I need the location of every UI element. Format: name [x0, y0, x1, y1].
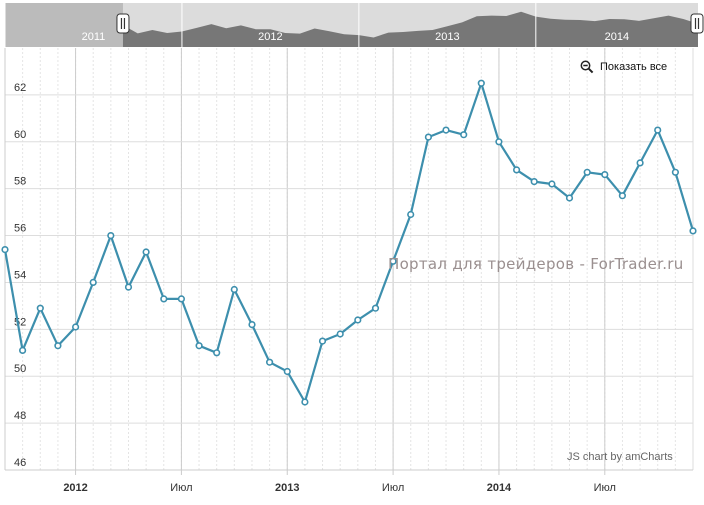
data-point — [496, 139, 502, 145]
scrollbar-year-label: 2011 — [82, 31, 106, 43]
data-point — [214, 350, 220, 356]
data-point — [179, 296, 185, 302]
data-point — [55, 343, 61, 349]
data-point — [20, 348, 26, 354]
x-tick-label: 2014 — [487, 482, 512, 494]
y-tick-label: 62 — [14, 82, 26, 94]
data-point — [673, 170, 679, 176]
data-point — [426, 134, 432, 140]
scrollbar-year-label: 2012 — [258, 31, 282, 43]
data-point — [637, 160, 643, 166]
zoom-out-icon — [580, 60, 594, 74]
data-point — [355, 317, 361, 323]
data-point — [285, 369, 291, 375]
y-tick-label: 54 — [14, 269, 26, 281]
data-point — [620, 193, 626, 199]
series-line — [5, 83, 693, 402]
data-point — [531, 179, 537, 185]
x-tick-label: 2012 — [63, 482, 87, 494]
data-point — [302, 399, 308, 405]
data-point — [584, 170, 590, 176]
data-point — [196, 343, 202, 349]
data-point — [161, 296, 167, 302]
y-tick-label: 52 — [14, 316, 26, 328]
data-point — [373, 305, 379, 311]
data-point — [249, 322, 255, 328]
zoom-out-button[interactable]: Показать все — [580, 58, 667, 76]
data-point — [408, 212, 414, 218]
data-point — [320, 338, 326, 344]
x-tick-label: Июл — [382, 482, 404, 494]
data-point — [73, 324, 79, 330]
data-point — [2, 247, 8, 253]
x-tick-label: Июл — [170, 482, 192, 494]
axes: 46 48 50 52 54 56 58 60 62 2012 Июл 2013 Июл 2014 Июл — [14, 82, 616, 494]
scrollbar-year-label: 2014 — [605, 31, 629, 43]
data-point — [90, 280, 96, 286]
data-point — [690, 228, 696, 234]
data-point — [108, 233, 114, 239]
y-tick-label: 46 — [14, 457, 26, 469]
y-tick-label: 48 — [14, 410, 26, 422]
data-point — [514, 167, 520, 173]
grip-body — [691, 14, 703, 33]
amcharts-credit[interactable]: JS chart by amCharts — [567, 451, 673, 463]
x-tick-label: Июл — [594, 482, 616, 494]
data-point — [602, 172, 608, 178]
y-tick-label: 56 — [14, 223, 26, 235]
y-tick-label: 60 — [14, 129, 26, 141]
data-point — [443, 127, 449, 133]
scrollbar-grip-right[interactable] — [691, 14, 703, 33]
grip-body — [117, 14, 129, 33]
x-tick-label: 2013 — [275, 482, 299, 494]
y-tick-label: 50 — [14, 363, 26, 375]
scrollbar-year-label: 2013 — [435, 31, 459, 43]
data-point — [38, 305, 44, 311]
series-line-group — [5, 83, 693, 402]
data-point — [143, 249, 149, 255]
data-point — [337, 331, 343, 337]
watermark-text: Портал для трейдеров - ForTrader.ru — [388, 255, 684, 273]
y-tick-label: 58 — [14, 176, 26, 188]
data-point — [549, 181, 555, 187]
data-point — [479, 80, 485, 86]
scrollbar[interactable]: 2011 2012 2013 2014 — [5, 3, 703, 47]
data-points — [2, 80, 696, 404]
data-point — [461, 132, 467, 138]
data-point — [655, 127, 661, 133]
scrollbar-grip-left[interactable] — [117, 14, 129, 33]
data-point — [126, 284, 132, 290]
data-point — [267, 359, 273, 365]
data-point — [567, 195, 573, 201]
data-point — [232, 287, 238, 293]
zoom-out-label: Показать все — [600, 61, 667, 73]
